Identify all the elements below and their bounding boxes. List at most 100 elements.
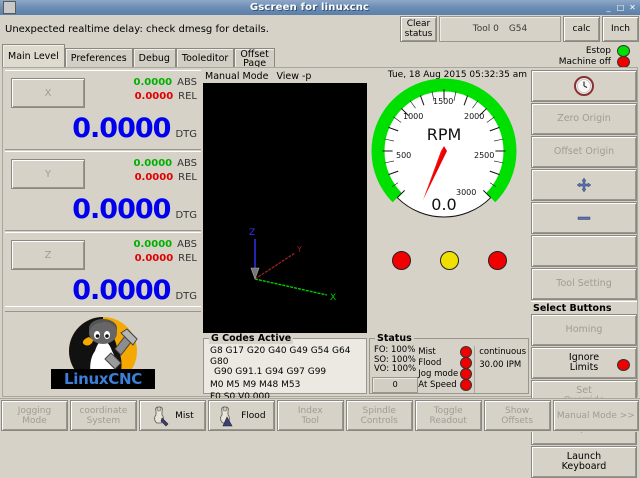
jog-mode-status-row: Jog mode — [418, 367, 474, 380]
sidebar-item-zero-origin[interactable]: Zero Origin — [531, 103, 637, 135]
bottom-button-coordinate-system[interactable]: coordinate System — [69, 400, 137, 431]
led-right — [487, 250, 507, 270]
mist-label: Mist — [418, 346, 436, 357]
gcode-graphics-view[interactable]: Z X Y — [203, 83, 367, 333]
at-speed-led — [460, 378, 473, 391]
gauge-label: RPM — [427, 125, 462, 144]
override-value-field[interactable]: 0 — [372, 376, 419, 393]
bottom-button-flood[interactable]: Flood — [207, 400, 275, 431]
gauge-tick-2000: 2000 — [464, 112, 484, 121]
tab-tooleditor[interactable]: Tooleditor — [175, 48, 235, 68]
axis-y-button[interactable]: Y — [11, 159, 85, 189]
right-sidebar: Zero Origin Offset Origin Tool Setting S… — [531, 70, 637, 478]
bottom-button-spindle-controls[interactable]: Spindle Controls — [345, 400, 413, 431]
velocity-override-label: VO: 100% — [374, 364, 417, 374]
close-icon[interactable]: ✕ — [629, 3, 636, 12]
gcodes-line-4: F0 S0 V0.000 — [210, 392, 270, 402]
led-left — [391, 250, 411, 270]
dtg-label-x: DTG — [175, 129, 197, 140]
machine-row[interactable]: Machine off — [529, 55, 638, 68]
axis-z-dtg: 0.0000 DTG — [72, 275, 197, 306]
units-button[interactable]: Inch — [602, 16, 639, 42]
jog-increment-label: continuous — [479, 347, 526, 357]
axis-x-abs: 0.0000 ABS — [134, 77, 197, 88]
dtg-label-z: DTG — [175, 291, 197, 302]
bottom-button-index-tool[interactable]: Index Tool — [276, 400, 344, 431]
bottom-button-show-offsets[interactable]: Show Offsets — [483, 400, 551, 431]
jog-rate-label: 30.00 IPM — [479, 360, 522, 370]
spindle-controls-label: Spindle Controls — [360, 405, 398, 426]
gauge-tick-3000: 3000 — [456, 188, 476, 197]
calc-button[interactable]: calc — [563, 16, 600, 42]
gauge-needle — [423, 146, 447, 200]
maximize-icon[interactable]: □ — [616, 3, 625, 12]
status-toolbar: Unexpected realtime delay: check dmesg f… — [0, 15, 640, 43]
estop-row[interactable]: Estop — [529, 44, 638, 57]
sidebar-item-move[interactable] — [531, 169, 637, 201]
sidebar-item-offset-origin[interactable]: Offset Origin — [531, 136, 637, 168]
view-name-label: View -p — [276, 71, 312, 82]
clear-status-button[interactable]: Clear status — [400, 16, 437, 42]
dtg-label-y: DTG — [175, 210, 197, 221]
estop-label: Estop — [585, 45, 611, 56]
axis-x-rel: 0.0000 REL — [135, 91, 197, 102]
tab-main-level[interactable]: Main Level — [2, 44, 65, 68]
sidebar-item-blank[interactable] — [531, 235, 637, 267]
machine-state-label: Machine off — [558, 56, 611, 67]
work-offset-label: G54 — [508, 24, 528, 34]
index-tool-label: Index Tool — [297, 405, 323, 426]
axis-z-button[interactable]: Z — [11, 240, 85, 270]
axis-z-rel-value: 0.0000 — [134, 253, 174, 264]
sidebar-item-tool-setting[interactable]: Tool Setting — [531, 268, 637, 300]
at-speed-label: At Speed — [418, 379, 457, 390]
abs-label-y: ABS — [177, 158, 197, 169]
axis-x-dtg: 0.0000 DTG — [72, 113, 197, 144]
bottom-button-jogging-mode[interactable]: Jogging Mode — [1, 400, 68, 431]
axis-y-rel-value: 0.0000 — [134, 172, 174, 183]
datetime-label: Tue, 18 Aug 2015 05:32:35 am — [387, 70, 527, 80]
flood-label: Flood — [418, 357, 442, 368]
bottom-toolbar: Jogging Mode coordinate System Mist Floo… — [0, 398, 640, 432]
show-offsets-label: Show Offsets — [501, 405, 534, 426]
clock-icon — [574, 76, 594, 96]
bottom-button-manual-mode[interactable]: Manual Mode >> — [552, 400, 640, 431]
bottom-button-mist[interactable]: Mist — [138, 400, 206, 431]
axis-y-dtg: 0.0000 DTG — [72, 194, 197, 225]
axis-y-rel: 0.0000 REL — [135, 172, 197, 183]
axis-z-rel: 0.0000 REL — [135, 253, 197, 264]
axis-z-abs: 0.0000 ABS — [134, 239, 197, 250]
mist-status-row: Mist — [418, 345, 474, 358]
coordinate-system-label: coordinate System — [79, 405, 128, 426]
tab-debug[interactable]: Debug — [132, 48, 176, 68]
tab-preferences[interactable]: Preferences — [64, 48, 133, 68]
ignore-limits-led — [617, 359, 630, 371]
flood-status-row: Flood — [418, 356, 474, 369]
axis-x-button[interactable]: X — [11, 78, 85, 108]
move-cross-icon — [577, 178, 591, 192]
mist-icon — [154, 406, 169, 426]
feed-override-label: FO: 100% — [374, 345, 416, 355]
graphics-column: Manual Mode View -p Z X Y G Codes Active… — [203, 70, 367, 402]
status-panel: Status FO: 100% SO: 100% VO: 100% 0 Mist — [369, 333, 529, 394]
linuxcnc-logo: LinuxCNC — [5, 306, 201, 395]
gauge-tick-1500: 1500 — [433, 97, 453, 106]
minimize-icon[interactable]: _ — [606, 3, 611, 12]
main-work-area: X 0.0000 ABS 0.0000 REL 0.0000 DTG Y 0.0… — [2, 67, 638, 478]
svg-text:Y: Y — [296, 245, 302, 254]
axis-z-dtg-value: 0.0000 — [72, 275, 171, 306]
jog-mode-label: Jog mode — [418, 368, 459, 379]
tab-offset-page[interactable]: Offset Page — [234, 48, 275, 68]
sidebar-item-clock[interactable] — [531, 70, 637, 102]
sidebar-item-homing[interactable]: Homing — [531, 314, 637, 346]
manual-mode-label: Manual Mode >> — [556, 410, 635, 421]
sidebar-item-launch-keyboard[interactable]: Launch Keyboard — [531, 446, 637, 478]
axis-y-abs-value: 0.0000 — [133, 158, 173, 169]
sidebar-item-ignore-limits[interactable]: Ignore Limits — [531, 347, 637, 379]
axis-y-abs: 0.0000 ABS — [134, 158, 197, 169]
sidebar-item-tool-touchoff[interactable] — [531, 202, 637, 234]
mist-led — [460, 345, 473, 358]
graphics-header: Manual Mode View -p — [203, 70, 367, 83]
current-tool-label: Tool 0 — [472, 24, 499, 34]
bottom-button-toggle-readout[interactable]: Toggle Readout — [414, 400, 482, 431]
